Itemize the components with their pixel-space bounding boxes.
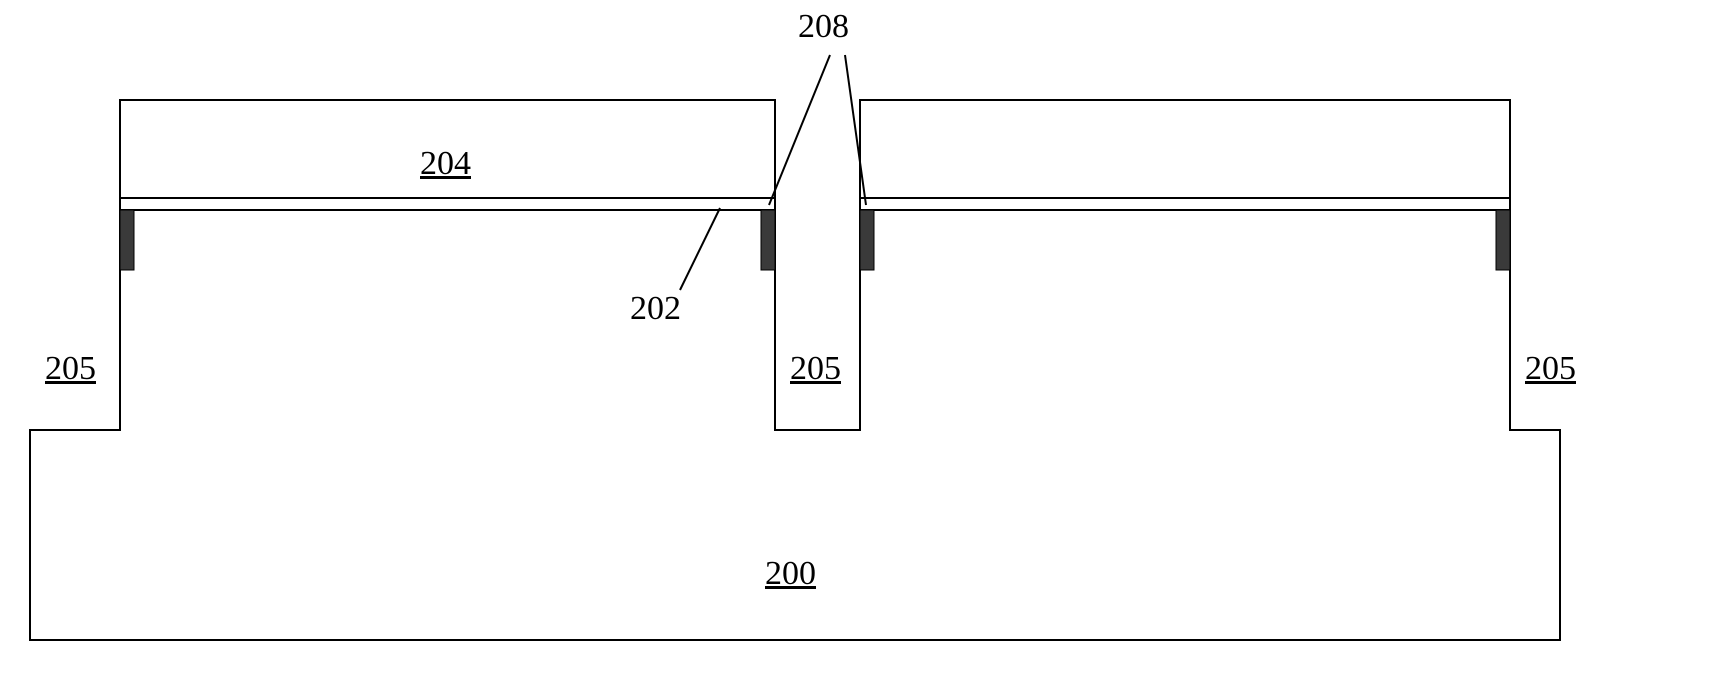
diagram-canvas: 208 204 202 205 205 205 200 <box>0 0 1731 690</box>
leader-lines-208 <box>769 55 866 205</box>
label-200: 200 <box>765 555 816 593</box>
label-205-left: 205 <box>45 350 96 388</box>
label-204: 204 <box>420 145 471 183</box>
layer-204 <box>120 100 1510 198</box>
label-202: 202 <box>630 290 681 328</box>
label-205-right: 205 <box>1525 350 1576 388</box>
layer-202 <box>120 198 1510 210</box>
label-208: 208 <box>798 8 849 46</box>
diagram-svg <box>0 0 1731 690</box>
label-205-center: 205 <box>790 350 841 388</box>
